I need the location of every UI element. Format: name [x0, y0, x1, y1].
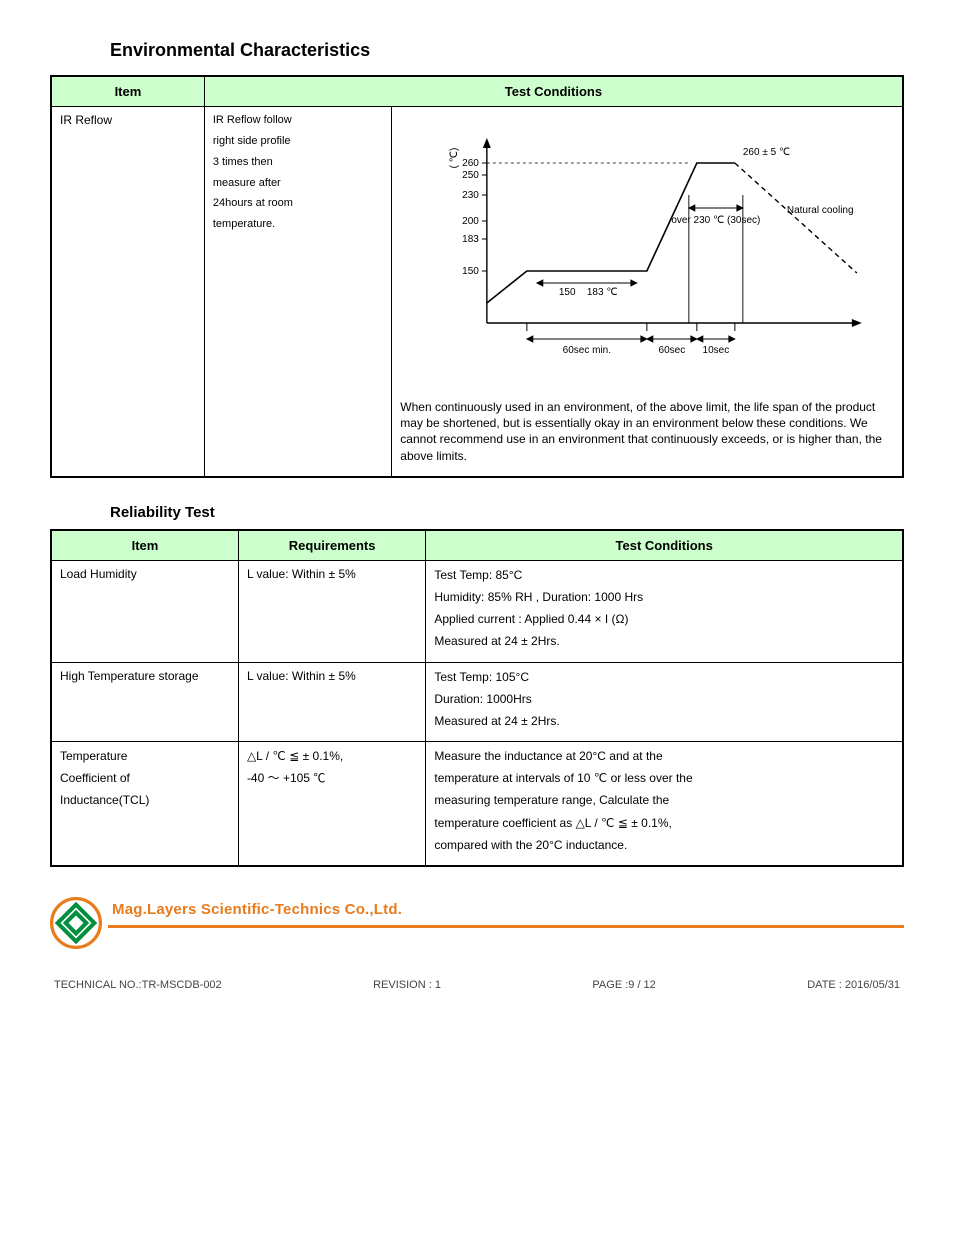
chart-xseg-label: 10sec [703, 345, 730, 356]
rel-req: L value: Within ± 5% [238, 560, 425, 662]
page-meta: TECHNICAL NO.:TR-MSCDB-002 REVISION : 1 … [50, 979, 904, 991]
rel-item-line: Coefficient of [60, 770, 230, 786]
chart-xseg-label: 60sec [659, 345, 686, 356]
svg-text:260: 260 [462, 158, 479, 169]
reflow-th-item: Item [51, 76, 204, 107]
svg-text:150: 150 [462, 266, 479, 277]
svg-text:250: 250 [462, 170, 479, 181]
reflow-th-cond: Test Conditions [204, 76, 903, 107]
chart-profile-line [487, 163, 735, 303]
reflow-profile-chart: ( ℃) 260 250 230 200 183 [400, 113, 894, 393]
rel-item: Load Humidity [51, 560, 238, 662]
footer-company-name: Mag.Layers Scientific-Technics Co.,Ltd. [112, 901, 402, 918]
rel-req: L value: Within ± 5% [238, 662, 425, 742]
chart-peak-label: 260 ± 5 ℃ [743, 147, 790, 158]
reliability-table: Item Requirements Test Conditions Load H… [50, 529, 904, 867]
chart-preheat-a: 150 [559, 287, 576, 298]
rel-cond-line: Test Temp: 105°C [434, 669, 894, 685]
reflow-req-line: IR Reflow follow [213, 113, 383, 128]
rel-cond: Test Temp: 105°C Duration: 1000Hrs Measu… [426, 662, 903, 742]
page-title: Environmental Characteristics [50, 40, 904, 61]
rel-req-line: △L / ℃ ≦ ± 0.1%, [247, 748, 417, 764]
rel-item-line: Inductance(TCL) [60, 792, 230, 808]
rel-cond-line: Applied current : Applied 0.44 × I (Ω) [434, 611, 894, 627]
rel-cond-line: Measured at 24 ± 2Hrs. [434, 713, 894, 729]
rel-cond-line: Test Temp: 85°C [434, 567, 894, 583]
meta-techref: TECHNICAL NO.:TR-MSCDB-002 [54, 979, 222, 991]
table-row: Load Humidity L value: Within ± 5% Test … [51, 560, 903, 662]
chart-natural-cooling: Natural cooling [787, 205, 854, 216]
rel-cond-line: Humidity: 85% RH , Duration: 1000 Hrs [434, 589, 894, 605]
rel-cond-line: Measure the inductance at 20°C and at th… [434, 748, 894, 764]
rel-th-item: Item [51, 530, 238, 561]
rel-req: △L / ℃ ≦ ± 0.1%, -40 ～ +105 ℃ [238, 742, 425, 866]
rel-item: High Temperature storage [51, 662, 238, 742]
svg-text:183: 183 [462, 234, 479, 245]
reflow-item-cell: IR Reflow [51, 107, 204, 477]
chart-y-ticks: 260 250 230 200 183 150 [462, 158, 487, 277]
reflow-req-line: right side profile [213, 134, 383, 149]
rel-cond: Measure the inductance at 20°C and at th… [426, 742, 903, 866]
svg-text:200: 200 [462, 216, 479, 227]
rel-req-line: -40 ～ +105 ℃ [247, 770, 417, 786]
meta-date: DATE : 2016/05/31 [807, 979, 900, 991]
rel-cond-line: compared with the 20°C inductance. [434, 837, 894, 853]
rel-cond-line: Duration: 1000Hrs [434, 691, 894, 707]
table-row: Temperature Coefficient of Inductance(TC… [51, 742, 903, 866]
reflow-req-line: 3 times then [213, 155, 383, 170]
reflow-item-label: IR Reflow [60, 113, 112, 127]
rel-th-req: Requirements [238, 530, 425, 561]
chart-y-axis-unit: ( ℃) [449, 148, 460, 169]
reflow-req-line: 24hours at room [213, 196, 383, 211]
chart-preheat-b: 183 ℃ [587, 287, 618, 298]
page-footer: Mag.Layers Scientific-Technics Co.,Ltd. [50, 897, 904, 947]
meta-revision: REVISION : 1 [373, 979, 441, 991]
rel-item-line: Temperature [60, 748, 230, 764]
footer-divider [108, 925, 904, 928]
reflow-table: Item Test Conditions IR Reflow IR Reflow… [50, 75, 904, 478]
rel-th-cond: Test Conditions [426, 530, 903, 561]
svg-text:230: 230 [462, 190, 479, 201]
reflow-req-line: measure after [213, 176, 383, 191]
reflow-requirement-cell: IR Reflow follow right side profile 3 ti… [204, 107, 391, 477]
rel-cond-line: temperature at intervals of 10 ℃ or less… [434, 770, 894, 786]
reflow-req-line: temperature. [213, 217, 383, 232]
rel-cond-line: temperature coefficient as △L / ℃ ≦ ± 0.… [434, 815, 894, 831]
rel-cond: Test Temp: 85°C Humidity: 85% RH , Durat… [426, 560, 903, 662]
rel-cond-line: measuring temperature range, Calculate t… [434, 792, 894, 808]
chart-over230-label: over 230 ℃ (30sec) [672, 215, 761, 226]
rel-item: Temperature Coefficient of Inductance(TC… [51, 742, 238, 866]
reflow-conditions-cell: ( ℃) 260 250 230 200 183 [392, 107, 903, 477]
company-logo-icon [50, 897, 102, 949]
reflow-cond-note: When continuously used in an environment… [400, 399, 894, 464]
meta-page: PAGE :9 / 12 [592, 979, 655, 991]
rel-cond-line: Measured at 24 ± 2Hrs. [434, 633, 894, 649]
reliability-title: Reliability Test [50, 504, 904, 521]
table-row: High Temperature storage L value: Within… [51, 662, 903, 742]
chart-xseg-label: 60sec min. [563, 345, 611, 356]
